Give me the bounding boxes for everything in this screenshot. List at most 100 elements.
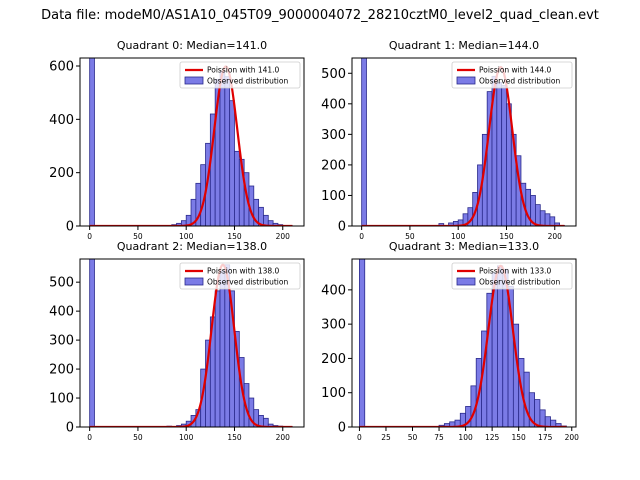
histogram-bar: [544, 416, 551, 427]
legend-label-poisson: Poission with 138.0: [207, 267, 280, 276]
x-tick-label: 0: [87, 433, 92, 442]
histogram-bar: [544, 213, 551, 226]
y-tick-label: 0: [66, 220, 74, 235]
x-tick-label: 200: [276, 433, 291, 442]
subplot-quadrant-3: Quadrant 3: Median=133.0 0 100 200 300 400 0 25…: [321, 240, 579, 442]
legend-box: [179, 61, 301, 89]
y-tick-label: 400: [49, 113, 74, 128]
histogram-bar: [224, 76, 231, 226]
subplot-title: Quadrant 0: Median=141.0: [117, 39, 267, 52]
y-tick-label: 200: [49, 166, 74, 181]
y-tick-label: 400: [321, 97, 346, 112]
x-tick-label: 50: [133, 433, 143, 442]
histogram-bar: [219, 270, 226, 427]
legend-bar-swatch: [456, 76, 476, 85]
poisson-curve: [89, 263, 293, 427]
y-tick-label: 400: [49, 305, 74, 320]
y-tick-label: 500: [321, 67, 346, 82]
histogram-bar: [539, 409, 546, 427]
legend-box: [451, 61, 573, 89]
y-tick-label: 0: [338, 421, 346, 436]
x-tick-label: 100: [458, 433, 473, 442]
x-tick-label: 0: [357, 433, 362, 442]
histogram-bar: [535, 204, 541, 226]
histogram-bar: [497, 265, 504, 427]
subplot-title: Quadrant 3: Median=133.0: [389, 240, 539, 253]
x-tick-label: 50: [133, 232, 143, 241]
legend-bar-swatch: [184, 76, 204, 85]
x-tick-label: 75: [434, 433, 444, 442]
x-tick-label: 50: [405, 232, 415, 241]
x-tick-label: 150: [499, 232, 514, 241]
y-tick-label: 600: [49, 60, 74, 75]
legend-label-observed: Observed distribution: [479, 77, 560, 86]
x-tick-label: 100: [179, 433, 194, 442]
y-tick-label: 100: [321, 189, 346, 204]
histogram-bar: [501, 85, 507, 226]
axes-frame: [79, 258, 305, 428]
histogram-bar: [361, 58, 367, 226]
legend-label-observed: Observed distribution: [207, 278, 288, 287]
legend-bar-swatch: [456, 277, 476, 286]
plot-content: [361, 58, 565, 226]
histogram-bar: [549, 216, 556, 226]
x-tick-label: 150: [227, 433, 242, 442]
histogram-bar: [539, 210, 546, 226]
y-tick-label: 500: [49, 276, 74, 291]
legend: Poission with 144.0 Observed distribution: [451, 61, 573, 89]
subplot-quadrant-1: Quadrant 1: Median=144.00100200300400500…: [321, 39, 577, 241]
y-tick-label: 100: [49, 392, 74, 407]
y-tick-label: 400: [321, 283, 346, 298]
y-tick-label: 0: [338, 220, 346, 235]
x-tick-label: 50: [408, 433, 418, 442]
poisson-curve: [361, 66, 565, 226]
subplot-quadrant-2: Quadrant 2: Median=138.00100200300400500…: [49, 240, 305, 442]
histogram-bar: [234, 150, 240, 226]
axes-frame: [351, 258, 577, 428]
subplot-title: Quadrant 1: Median=144.0: [389, 39, 539, 52]
x-tick-label: 175: [538, 433, 553, 442]
poisson-curve: [359, 264, 567, 427]
legend-label-observed: Observed distribution: [479, 278, 560, 287]
histogram-bar: [229, 100, 235, 226]
x-tick-label: 150: [227, 232, 242, 241]
legend-label-poisson: Poission with 141.0: [207, 66, 280, 75]
histogram-bar: [89, 259, 95, 427]
x-tick-label: 100: [179, 232, 194, 241]
y-tick-label: 100: [321, 386, 346, 401]
y-tick-label: 0: [66, 421, 74, 436]
y-tick-label: 300: [321, 318, 346, 333]
x-tick-label: 150: [512, 433, 527, 442]
histogram-bar: [523, 371, 530, 427]
x-tick-label: 25: [381, 433, 391, 442]
y-tick-label: 200: [321, 158, 346, 173]
x-tick-label: 0: [87, 232, 92, 241]
subplot-quadrant-0: Quadrant 0: Median=141.0 0 200 400 600 0 50 100…: [49, 39, 305, 241]
axes-frame: [351, 57, 577, 227]
x-tick-label: 0: [359, 232, 364, 241]
histogram-bar: [359, 259, 366, 427]
subplot-title: Quadrant 2: Median=138.0: [117, 240, 267, 253]
histogram-bar: [555, 423, 562, 427]
y-tick-label: 200: [321, 352, 346, 367]
legend: Poission with 138.0 Observed distribution: [179, 262, 301, 290]
legend-label-observed: Observed distribution: [207, 77, 288, 86]
legend-bar-swatch: [184, 277, 204, 286]
legend-label-poisson: Poission with 144.0: [479, 66, 552, 75]
legend: Poission with 141.0 Observed distribution: [179, 61, 301, 89]
x-tick-label: 125: [485, 433, 500, 442]
y-tick-label: 300: [321, 128, 346, 143]
histogram-bar: [214, 290, 221, 427]
axes-frame: [79, 57, 305, 227]
x-tick-label: 100: [451, 232, 466, 241]
y-tick-label: 200: [49, 363, 74, 378]
x-tick-label: 200: [276, 232, 291, 241]
legend-label-poisson: Poission with 133.0: [479, 267, 552, 276]
histogram-bar: [89, 58, 95, 226]
histogram-bar: [219, 70, 226, 226]
legend-box: [451, 262, 573, 290]
x-tick-label: 200: [548, 232, 563, 241]
legend: Poission with 133.0 Observed distribution: [451, 262, 573, 290]
histogram-bar: [496, 82, 503, 226]
